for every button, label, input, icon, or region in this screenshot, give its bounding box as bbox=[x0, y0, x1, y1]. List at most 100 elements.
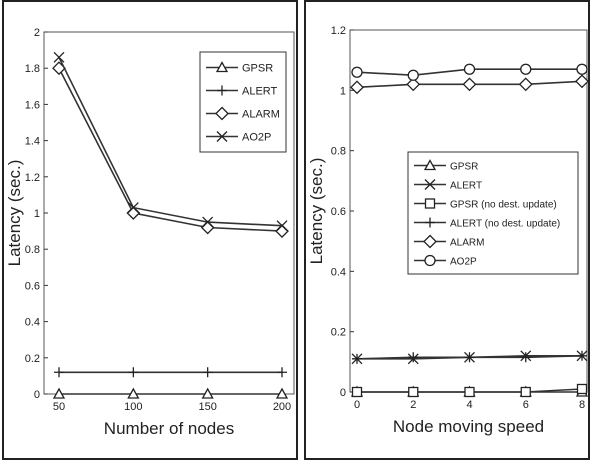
legend: GPSR ALERT GPSR (no dest. update) ALERT (no… bbox=[407, 151, 579, 275]
y-tick-label: 2 bbox=[34, 27, 40, 39]
chart-latency-vs-speed: 0 0.2 0.4 0.6 0.8 1 1.2 0 2 4 6 8 Node moving speed L… bbox=[307, 25, 589, 436]
series-alert bbox=[54, 367, 287, 378]
legend-label-ao2p: AO2P bbox=[450, 257, 477, 268]
data-point-ao2p bbox=[576, 63, 588, 75]
y-tick-label: 1.8 bbox=[25, 63, 40, 75]
y-tick-label: 0.8 bbox=[25, 244, 40, 256]
legend-marker-gpsr bbox=[215, 61, 229, 73]
y-tick-label: 0.4 bbox=[25, 317, 40, 329]
data-point-gpsr bbox=[201, 387, 214, 399]
data-point-alarm bbox=[406, 77, 421, 92]
series-alert-no-dest-update bbox=[352, 350, 587, 364]
y-tick-label: 1.2 bbox=[331, 25, 346, 37]
data-point-ao2p bbox=[351, 66, 363, 78]
y-axis-label: Latency (sec.) bbox=[5, 160, 24, 267]
x-tick-label: 6 bbox=[523, 399, 529, 411]
legend-marker-gpsr-no-dest-update bbox=[424, 198, 436, 209]
data-point-alarm bbox=[462, 77, 477, 92]
legend-marker-alarm bbox=[423, 234, 437, 249]
data-point-ao2p bbox=[520, 63, 532, 75]
legend-box bbox=[407, 151, 579, 275]
y-tick-label: 0.6 bbox=[331, 206, 346, 218]
legend-marker-alert bbox=[217, 85, 227, 96]
series-ao2p bbox=[53, 51, 288, 232]
y-tick-label: 1.4 bbox=[25, 136, 40, 148]
y-tick-label: 1 bbox=[340, 85, 346, 97]
data-point-alert bbox=[202, 367, 213, 378]
data-point-gpsr bbox=[275, 387, 289, 399]
legend-label-ao2p: AO2P bbox=[242, 132, 271, 144]
data-point-alert-no-dest-update bbox=[520, 352, 531, 363]
x-tick-label: 50 bbox=[53, 401, 65, 413]
data-point-alarm bbox=[575, 74, 589, 89]
data-point-gpsr bbox=[52, 387, 66, 399]
data-point-gpsr-no-dest-update bbox=[576, 383, 588, 395]
data-point-ao2p bbox=[127, 202, 139, 214]
legend-label-alarm: ALARM bbox=[242, 109, 280, 121]
data-point-alert-no-dest-update bbox=[408, 352, 419, 363]
data-point-gpsr-no-dest-update bbox=[408, 386, 419, 398]
y-tick-label: 1.2 bbox=[25, 172, 40, 184]
series-line-alarm bbox=[58, 67, 283, 232]
series-gpsr bbox=[52, 387, 289, 399]
x-tick-label: 150 bbox=[198, 401, 216, 413]
legend-label-gpsr-no-dest-update: GPSR (no dest. update) bbox=[450, 200, 557, 211]
x-axis-label: Number of nodes bbox=[104, 419, 234, 438]
x-tick-label: 2 bbox=[410, 399, 416, 411]
y-tick-label: 0.6 bbox=[25, 280, 40, 292]
x-tick-label: 4 bbox=[466, 399, 472, 411]
data-point-ao2p bbox=[463, 63, 476, 75]
legend-marker-gpsr bbox=[423, 159, 437, 171]
legend-label-alert: ALERT bbox=[450, 181, 482, 192]
y-tick-label: 0.8 bbox=[331, 146, 346, 158]
y-tick-label: 1 bbox=[34, 208, 40, 220]
y-tick-label: 0 bbox=[340, 387, 346, 399]
series-alarm bbox=[350, 74, 589, 95]
x-tick-label: 0 bbox=[354, 399, 360, 411]
data-point-alarm bbox=[518, 77, 533, 92]
data-point-alert bbox=[54, 367, 64, 378]
legend-marker-alert-no-dest-update bbox=[425, 217, 435, 228]
legend-marker-ao2p bbox=[216, 131, 228, 142]
y-tick-label: 0.2 bbox=[25, 353, 40, 365]
data-point-gpsr-no-dest-update bbox=[351, 386, 363, 398]
chart-latency-vs-nodes: 0 0.2 0.4 0.6 0.8 1 1.2 1.4 1.6 1.8 2 50 100 150 200 Nu… bbox=[5, 27, 295, 438]
data-point-alert-no-dest-update bbox=[352, 353, 362, 364]
data-point-alert-no-dest-update bbox=[577, 350, 587, 361]
y-tick-label: 0.4 bbox=[331, 266, 346, 278]
data-point-ao2p bbox=[407, 69, 419, 81]
data-point-alarm bbox=[350, 80, 364, 95]
legend-label-alert: ALERT bbox=[242, 86, 278, 98]
legend-marker-ao2p bbox=[424, 254, 436, 267]
data-point-gpsr-no-dest-update bbox=[464, 386, 475, 398]
legend-marker-alert bbox=[424, 179, 436, 190]
y-axis-label: Latency (sec.) bbox=[307, 158, 326, 265]
data-point-ao2p bbox=[276, 220, 288, 232]
chart-panel-latency-vs-speed: 0 0.2 0.4 0.6 0.8 1 1.2 0 2 4 6 8 Node moving speed L… bbox=[304, 0, 590, 460]
legend-label-gpsr: GPSR bbox=[242, 63, 273, 75]
series-line-ao2p bbox=[58, 56, 283, 227]
legend-marker-alarm bbox=[215, 106, 229, 121]
y-tick-label: 0.2 bbox=[331, 327, 346, 339]
data-point-alarm bbox=[275, 224, 289, 239]
legend-box bbox=[199, 51, 287, 153]
x-axis-label: Node moving speed bbox=[393, 417, 544, 436]
x-tick-label: 8 bbox=[579, 399, 585, 411]
y-tick-label: 1.6 bbox=[25, 99, 40, 111]
legend-label-alert-no-dest-update: ALERT (no dest. update) bbox=[450, 219, 560, 230]
data-point-ao2p bbox=[202, 216, 214, 228]
data-point-alarm bbox=[200, 220, 215, 235]
legend-label-gpsr: GPSR bbox=[450, 162, 478, 173]
data-point-alert bbox=[128, 367, 139, 378]
y-tick-label: 0 bbox=[34, 389, 40, 401]
data-point-alert bbox=[277, 367, 287, 378]
data-point-gpsr-no-dest-update bbox=[520, 386, 531, 398]
chart-panel-latency-vs-nodes: 0 0.2 0.4 0.6 0.8 1 1.2 1.4 1.6 1.8 2 50 100 150 200 Nu… bbox=[2, 0, 298, 460]
series-gpsr-no-dest-update bbox=[351, 383, 588, 398]
data-point-alert-no-dest-update bbox=[464, 352, 475, 363]
x-tick-label: 100 bbox=[124, 401, 142, 413]
legend-label-alarm: ALARM bbox=[450, 238, 484, 249]
data-point-gpsr bbox=[127, 387, 140, 399]
data-point-ao2p bbox=[53, 51, 65, 63]
x-tick-label: 200 bbox=[273, 401, 291, 413]
